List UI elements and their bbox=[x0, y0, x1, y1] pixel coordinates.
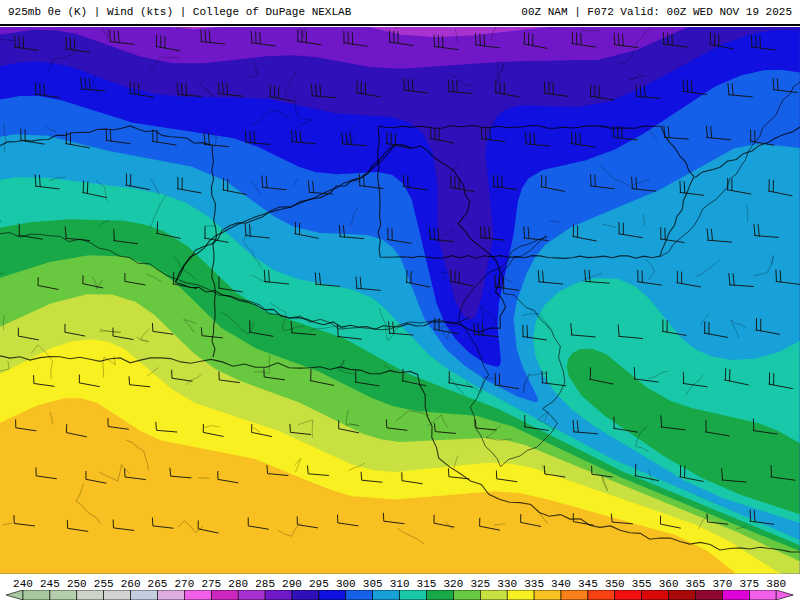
svg-text:370: 370 bbox=[712, 578, 732, 590]
svg-text:335: 335 bbox=[524, 578, 544, 590]
svg-text:255: 255 bbox=[94, 578, 114, 590]
svg-text:375: 375 bbox=[739, 578, 759, 590]
svg-text:250: 250 bbox=[67, 578, 87, 590]
svg-text:365: 365 bbox=[686, 578, 706, 590]
svg-text:320: 320 bbox=[443, 578, 463, 590]
svg-text:350: 350 bbox=[605, 578, 625, 590]
svg-text:310: 310 bbox=[390, 578, 410, 590]
svg-text:360: 360 bbox=[659, 578, 679, 590]
svg-text:270: 270 bbox=[174, 578, 194, 590]
svg-text:355: 355 bbox=[632, 578, 652, 590]
svg-text:260: 260 bbox=[121, 578, 141, 590]
svg-text:295: 295 bbox=[309, 578, 329, 590]
svg-text:245: 245 bbox=[40, 578, 60, 590]
svg-text:345: 345 bbox=[578, 578, 598, 590]
svg-text:265: 265 bbox=[148, 578, 168, 590]
svg-text:275: 275 bbox=[201, 578, 221, 590]
svg-text:300: 300 bbox=[336, 578, 356, 590]
svg-text:315: 315 bbox=[417, 578, 437, 590]
svg-text:285: 285 bbox=[255, 578, 275, 590]
svg-text:325: 325 bbox=[470, 578, 490, 590]
svg-text:340: 340 bbox=[551, 578, 571, 590]
svg-text:305: 305 bbox=[363, 578, 383, 590]
svg-text:240: 240 bbox=[13, 578, 33, 590]
svg-text:380: 380 bbox=[766, 578, 786, 590]
svg-text:280: 280 bbox=[228, 578, 248, 590]
svg-text:330: 330 bbox=[497, 578, 517, 590]
svg-text:290: 290 bbox=[282, 578, 302, 590]
